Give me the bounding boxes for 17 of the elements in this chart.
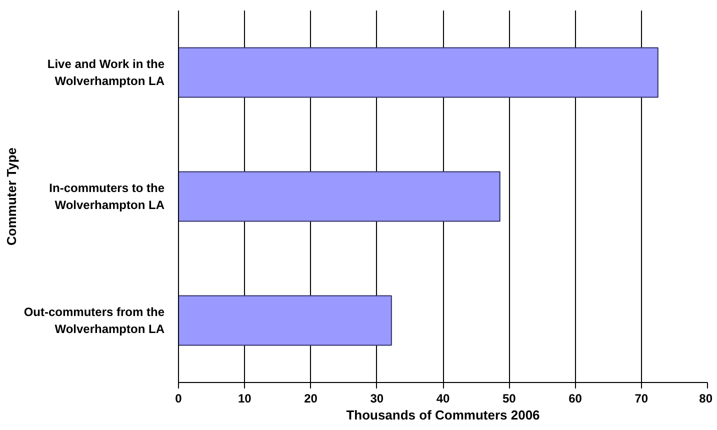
x-tick-label: 50 — [502, 392, 516, 406]
x-tick-label: 20 — [304, 392, 318, 406]
x-tick-label: 30 — [370, 392, 384, 406]
y-axis-title: Commuter Type — [4, 148, 19, 246]
bar — [178, 47, 658, 98]
x-tick-label: 60 — [568, 392, 582, 406]
y-tick-label: In-commuters to the Wolverhampton LA — [49, 181, 165, 212]
bar — [178, 295, 392, 346]
x-tick-label: 0 — [175, 392, 182, 406]
x-tick-label: 10 — [238, 392, 252, 406]
bar — [178, 171, 500, 222]
y-tick-label: Live and Work in the Wolverhampton LA — [47, 57, 165, 88]
x-tick-label: 40 — [436, 392, 450, 406]
x-tick-label: 70 — [634, 392, 648, 406]
y-tick-label: Out-commuters from the Wolverhampton LA — [24, 305, 165, 336]
x-axis-title: Thousands of Commuters 2006 — [346, 408, 540, 422]
x-tick-label: 80 — [699, 392, 713, 406]
